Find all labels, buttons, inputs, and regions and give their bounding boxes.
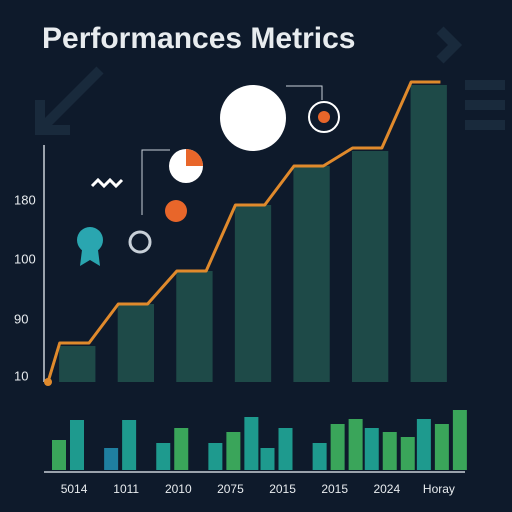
icon-wave: [90, 177, 124, 189]
icon-badge: [77, 227, 103, 253]
bar: [410, 85, 447, 382]
decor-arrow: [36, 66, 104, 134]
x-label: 2075: [217, 482, 244, 496]
mini-bar: [416, 419, 431, 470]
mini-bar: [244, 417, 259, 470]
mini-bar: [382, 432, 397, 470]
mini-bar: [156, 443, 171, 470]
mini-bar: [312, 443, 327, 470]
bar: [351, 151, 389, 382]
mini-bar: [364, 428, 379, 470]
icon-ribbon: [80, 250, 100, 266]
mini-bar: [330, 424, 345, 470]
decor-arrow: [35, 100, 70, 135]
icon-pie-slice: [186, 149, 203, 166]
y-label: 90: [14, 311, 28, 326]
y-label: 100: [14, 251, 36, 266]
icon-clock: [128, 230, 152, 254]
y-label: 180: [14, 192, 36, 207]
connector: [286, 85, 323, 100]
mini-bar: [70, 420, 84, 470]
mini-bar: [452, 410, 467, 470]
x-label: 2024: [373, 482, 400, 496]
connector: [141, 149, 170, 215]
mini-bar: [52, 440, 66, 470]
y-label: 10: [14, 368, 28, 383]
bar: [293, 166, 330, 382]
mini-bar: [434, 424, 449, 470]
mini-bar: [400, 437, 415, 470]
x-label: 2010: [165, 482, 192, 496]
title: Performances Metrics: [42, 22, 355, 55]
icon-orange: [165, 200, 187, 222]
decor-chevron: [436, 26, 463, 64]
bar: [117, 304, 155, 382]
trend-line: [46, 80, 441, 383]
icon-sun: [308, 101, 340, 133]
x-label: 2015: [321, 482, 348, 496]
mini-bar: [104, 448, 119, 470]
mini-bar: [278, 428, 293, 470]
mini-bar: [260, 448, 275, 470]
bar: [59, 346, 96, 382]
decor: [35, 26, 505, 135]
bar: [234, 205, 272, 382]
x-label: 2015: [269, 482, 296, 496]
x-label: 5014: [61, 482, 88, 496]
bar: [176, 271, 213, 382]
mini-bar: [208, 443, 223, 470]
mini-bar: [174, 428, 189, 470]
mini-bar: [226, 432, 241, 470]
icon-sun-core: [318, 111, 330, 123]
mini-bar: [122, 420, 137, 470]
mini-bar: [348, 419, 363, 470]
x-label: 1011: [113, 482, 139, 496]
decor-lines: [465, 80, 505, 130]
x-label: Horay: [423, 482, 455, 496]
line-start: [44, 378, 52, 386]
icon-circle: [220, 85, 286, 151]
